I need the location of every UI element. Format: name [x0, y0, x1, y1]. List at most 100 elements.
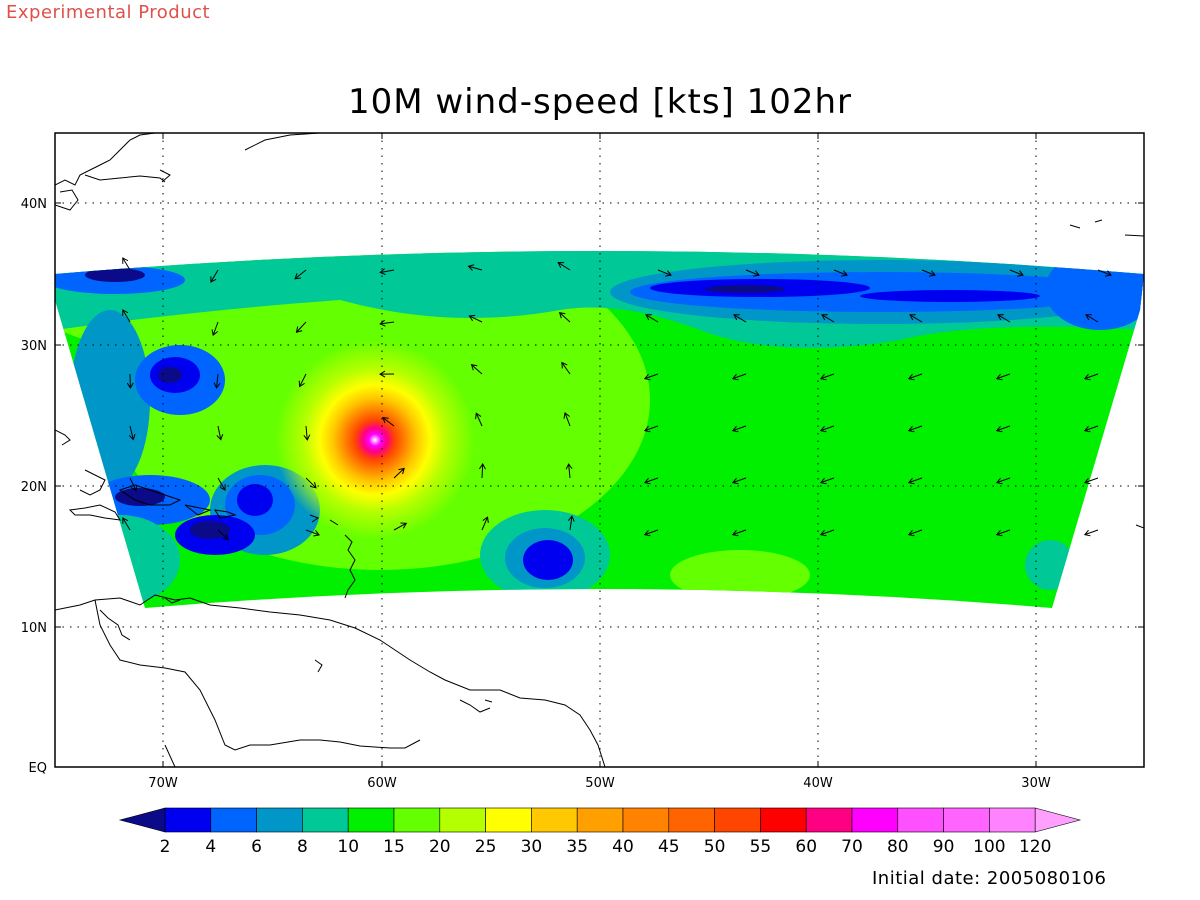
wind-vector-arrow — [216, 425, 224, 441]
initial-date: Initial date: 2005080106 — [872, 868, 1107, 889]
colorbar-label: 35 — [566, 837, 588, 857]
wind-vector-arrow — [643, 477, 659, 485]
colorbar-swatch — [393, 807, 441, 833]
wind-vector-arrow — [379, 319, 395, 327]
coastlines — [55, 133, 1144, 767]
axis-labels: 70W 60W 50W 40W 30W 40N 30N 20N 10N EQ — [21, 197, 1051, 791]
colorbar-label: 80 — [887, 837, 909, 857]
colorbar-swatch — [760, 807, 807, 833]
colorbar-swatch — [622, 807, 670, 833]
wind-vector-arrow — [305, 529, 320, 537]
colorbar-label: 70 — [841, 837, 863, 857]
wind-vector-arrow — [211, 321, 219, 337]
wind-vector-arrow — [217, 477, 226, 491]
colorbar-label: 30 — [521, 837, 543, 857]
colorbar-min-arrow — [118, 807, 166, 833]
wind-vector-arrow — [1097, 269, 1112, 277]
colorbar-label: 15 — [383, 837, 405, 857]
wind-vector-arrow — [122, 257, 131, 271]
wind-vectors — [122, 257, 1112, 541]
wind-vector-arrow — [833, 269, 848, 277]
lon-label-40w: 40W — [803, 776, 833, 791]
wind-vector-arrow — [731, 425, 747, 433]
wind-vector-arrow — [1009, 269, 1024, 277]
colorbar-labels: 2 4 6 8 10 15 20 25 30 35 40 45 50 55 60 70 80 90 100 120 — [160, 837, 1052, 857]
wind-vector-arrow — [567, 515, 575, 531]
wind-vector-arrow — [128, 425, 136, 441]
wind-vector-arrow — [643, 373, 659, 381]
colorbar-label: 6 — [251, 837, 262, 857]
lat-label-10n: 10N — [21, 621, 47, 636]
colorbar-swatch — [805, 807, 853, 833]
wind-vector-arrow — [213, 373, 221, 389]
colorbar-label: 10 — [337, 837, 359, 857]
wind-vector-arrow — [303, 425, 311, 441]
wind-vector-arrow — [565, 463, 573, 479]
lat-label-40n: 40N — [21, 197, 47, 212]
wind-vector-arrow — [467, 264, 483, 271]
chart-title: 10M wind-speed [kts] 102hr — [347, 82, 853, 122]
colorbar-swatch — [531, 807, 578, 833]
wind-vector-arrow — [909, 314, 923, 323]
wind-vector-arrow — [129, 477, 138, 492]
wind-vector-arrow — [475, 412, 483, 427]
colorbar-swatch — [668, 807, 715, 833]
wind-vector-arrow — [731, 373, 747, 381]
lat-label-20n: 20N — [21, 480, 47, 495]
wind-vector-arrow — [1083, 373, 1099, 381]
wind-vector-arrow — [379, 268, 395, 276]
colorbar-label: 120 — [1019, 837, 1051, 857]
colorbar-swatch — [210, 807, 257, 833]
colorbar-swatch — [851, 807, 899, 833]
wind-vector-arrow — [479, 463, 486, 479]
wind-vector-arrow — [907, 425, 923, 433]
colorbar-label: 2 — [160, 837, 171, 857]
colorbar-label: 50 — [704, 837, 726, 857]
wind-vector-arrow — [1083, 529, 1099, 537]
wind-vector-arrow — [645, 314, 659, 323]
colorbar-label: 8 — [297, 837, 308, 857]
colorbar-swatch — [485, 807, 532, 833]
wind-vector-arrow — [217, 529, 229, 541]
wind-vector-arrow — [379, 370, 395, 378]
colorbar-label: 20 — [429, 837, 451, 857]
wind-vector-arrow — [995, 425, 1011, 433]
wind-vector-arrow — [210, 269, 219, 283]
experimental-product-label: Experimental Product — [6, 2, 211, 23]
wind-vector-arrow — [643, 425, 659, 433]
axis-ticks — [55, 133, 1144, 767]
graticule — [55, 133, 1144, 767]
wind-vector-arrow — [563, 412, 571, 427]
wind-vector-arrow — [995, 477, 1011, 485]
colorbar-label: 45 — [658, 837, 680, 857]
wind-vector-arrow — [997, 314, 1011, 323]
wind-vector-arrow — [1083, 425, 1099, 433]
wind-vector-arrow — [305, 477, 317, 489]
colorbar — [118, 807, 1082, 833]
wind-vector-arrow — [294, 269, 307, 280]
colorbar-label: 40 — [612, 837, 634, 857]
colorbar-swatch — [439, 807, 486, 833]
wind-vector-arrow — [819, 529, 835, 537]
colorbar-swatch — [576, 807, 624, 833]
colorbar-swatch — [256, 807, 303, 833]
wind-vector-arrow — [558, 311, 571, 323]
wind-vector-arrow — [731, 529, 747, 537]
wind-vector-arrow — [643, 529, 659, 537]
wind-vector-arrow — [733, 314, 747, 323]
colorbar-swatch — [897, 807, 944, 833]
colorbar-swatch — [302, 807, 349, 833]
colorbar-max-arrow — [1034, 807, 1082, 833]
colorbar-swatch — [989, 807, 1036, 833]
wind-vector-arrow — [468, 314, 483, 323]
wind-vector-arrow — [995, 529, 1011, 537]
wind-field-swath — [55, 251, 1144, 608]
wind-vector-arrow — [921, 269, 936, 277]
wind-vector-arrow — [295, 321, 307, 333]
colorbar-label: 25 — [475, 837, 497, 857]
wind-vector-arrow — [122, 309, 131, 323]
lon-label-60w: 60W — [367, 776, 397, 791]
wind-vector-arrow — [1085, 314, 1099, 323]
wind-vector-arrow — [819, 373, 835, 381]
